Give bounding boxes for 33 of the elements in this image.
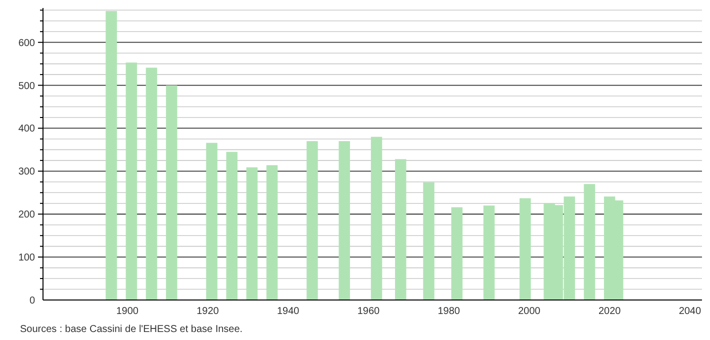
x-tick-label: 1920: [196, 306, 220, 317]
bar: [266, 165, 278, 300]
y-tick-label: 400: [18, 124, 36, 135]
bar: [483, 206, 495, 300]
bar: [338, 141, 350, 300]
bar: [126, 62, 138, 300]
bar: [146, 68, 158, 300]
source-note: Sources : base Cassini de l'EHESS et base Insee.: [20, 324, 243, 335]
bar: [166, 85, 178, 300]
bar: [246, 167, 258, 300]
bar: [106, 11, 117, 300]
x-tick-label: 2020: [598, 306, 622, 317]
y-tick-label: 300: [18, 166, 36, 178]
bar: [520, 198, 531, 300]
y-tick-label: 600: [18, 38, 36, 49]
x-tick-label: 1980: [438, 306, 460, 317]
y-tick-label: 500: [18, 80, 36, 92]
x-tick-label: 1940: [276, 306, 300, 317]
bar: [226, 152, 238, 300]
x-tick-label: 1900: [116, 306, 139, 317]
bar: [451, 207, 463, 300]
bar: [584, 184, 596, 300]
x-tick-label: 2040: [678, 306, 702, 317]
y-tick-label: 0: [29, 296, 36, 306]
bar: [395, 159, 406, 300]
y-tick-label: 100: [18, 252, 36, 264]
x-tick-label: 1960: [357, 306, 380, 317]
bar: [206, 142, 218, 300]
x-tick-label: 2000: [518, 306, 541, 317]
y-tick-label: 200: [18, 210, 36, 221]
bar: [306, 141, 318, 300]
bar: [423, 182, 434, 300]
bar: [370, 136, 382, 300]
